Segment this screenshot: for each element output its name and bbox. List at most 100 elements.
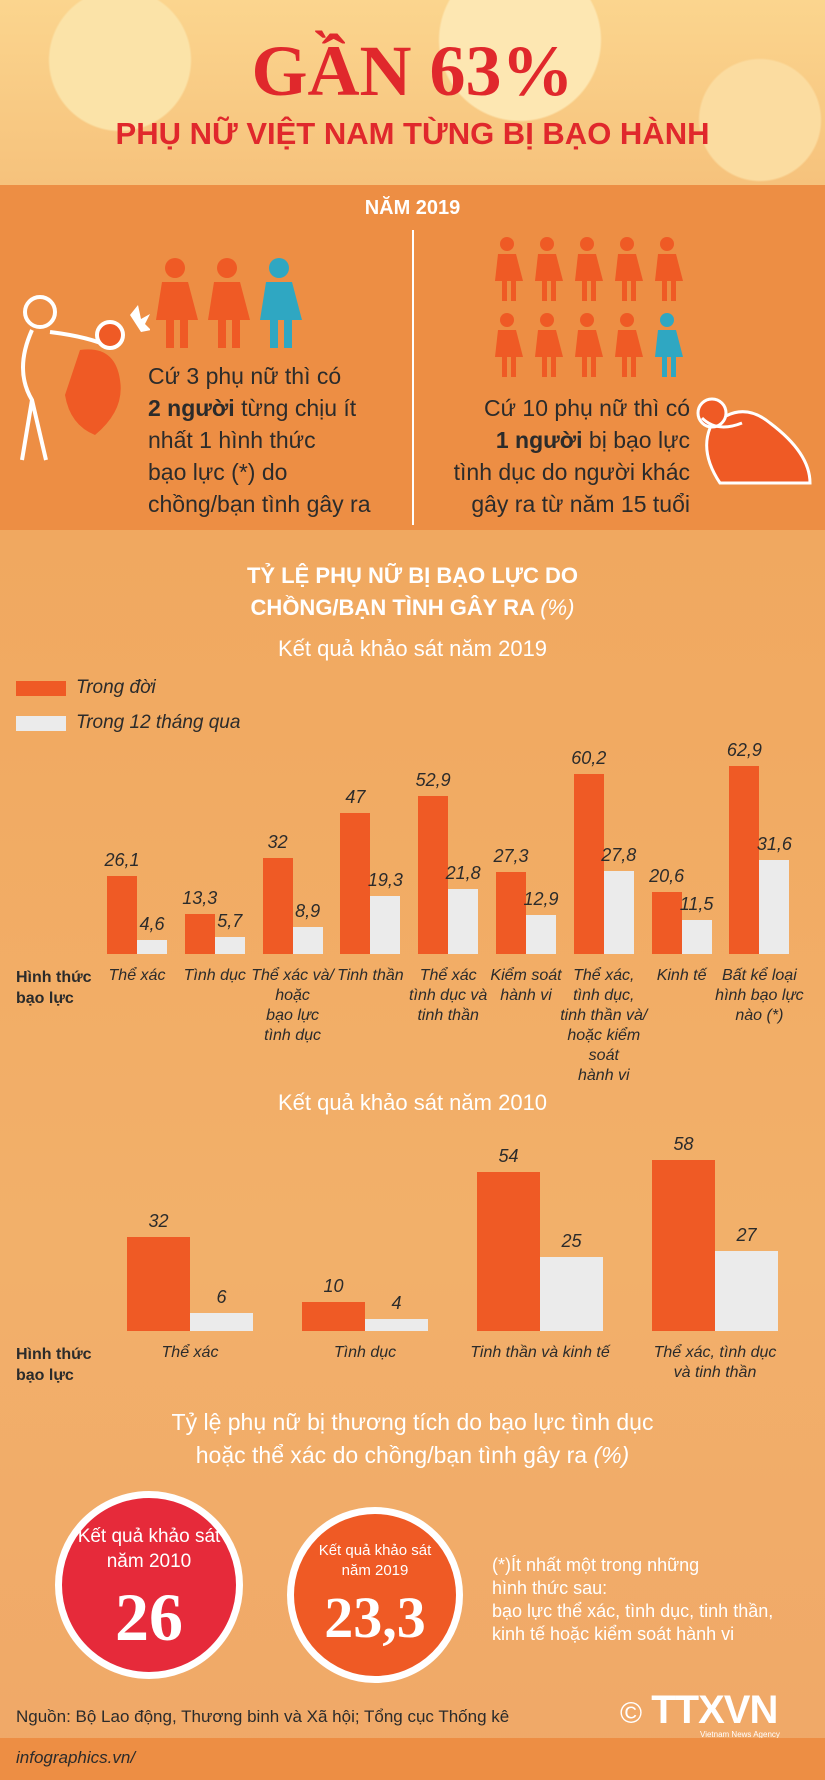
category-line: Thể xác và/ bbox=[251, 967, 334, 984]
bar-value-label: 11,5 bbox=[679, 893, 714, 914]
category-line: và tinh thần bbox=[673, 1364, 757, 1381]
bar-lifetime bbox=[496, 872, 526, 954]
women-figures-icon bbox=[156, 258, 302, 348]
injury-heading: Tỷ lệ phụ nữ bị thương tích do bạo lực t… bbox=[0, 1406, 825, 1472]
legend-label-lifetime: Trong đời bbox=[76, 677, 156, 698]
bar-value-label: 19,3 bbox=[367, 870, 403, 891]
chart-title-2019: Kết quả khảo sát năm 2019 bbox=[277, 636, 548, 661]
bar-value-label: 27,8 bbox=[601, 844, 637, 865]
bar-value-label: 32 bbox=[267, 832, 288, 853]
bar-lifetime bbox=[477, 1171, 540, 1331]
bar-last12 bbox=[370, 896, 401, 954]
category-line: hình bạo lực bbox=[715, 987, 804, 1004]
legend-swatch-lifetime bbox=[16, 681, 66, 696]
bar-lifetime bbox=[262, 858, 293, 954]
circle-label: Kết quả khảo sát bbox=[318, 1542, 432, 1559]
category-line: Kiểm soát bbox=[490, 967, 562, 984]
bar-lifetime bbox=[340, 813, 371, 954]
category-line: Tinh thần bbox=[337, 967, 404, 984]
note-line: kinh tế hoặc kiểm soát hành vi bbox=[492, 1624, 735, 1644]
fact-line: 1 người bị bạo lực bbox=[420, 424, 690, 456]
bar-value-label: 26,1 bbox=[104, 849, 140, 870]
circle-2010: Kết quả khảo sát năm 2010 26 bbox=[55, 1491, 243, 1679]
violence-scene-icon bbox=[20, 295, 150, 461]
bar-value-label: 5,7 bbox=[217, 910, 243, 931]
logo-text: TTXVN bbox=[651, 1688, 778, 1732]
bar-last12 bbox=[540, 1257, 603, 1331]
category-line: tinh thần và/ bbox=[560, 1007, 648, 1024]
category-line: Tinh thần và kinh tế bbox=[470, 1344, 610, 1361]
note-line: hình thức sau: bbox=[492, 1578, 608, 1598]
category-line: Tình dục bbox=[183, 967, 246, 984]
bar-lifetime bbox=[127, 1236, 190, 1331]
bar-last12 bbox=[715, 1251, 778, 1331]
bar-last12 bbox=[190, 1313, 253, 1331]
bar-lifetime bbox=[573, 774, 604, 954]
category-line: Tình dục bbox=[333, 1344, 397, 1361]
bar-lifetime bbox=[729, 765, 760, 954]
axis-label-2010: Hình thức bạo lực bbox=[16, 1344, 92, 1386]
year-label: NĂM 2019 bbox=[364, 197, 461, 219]
category-line: nào (*) bbox=[735, 1007, 784, 1024]
circle-label: Kết quả khảo sát bbox=[77, 1526, 221, 1547]
ten-women-icon bbox=[495, 237, 683, 377]
note-line: bạo lực thể xác, tình dục, tinh thần, bbox=[492, 1601, 774, 1621]
bar-value-label: 6 bbox=[216, 1287, 227, 1308]
bar-lifetime bbox=[651, 892, 682, 954]
bar-value-label: 60,2 bbox=[571, 748, 607, 768]
category-label: Bất kể loại hình bạo lực nào (*) bbox=[709, 966, 809, 1026]
bar-last12 bbox=[526, 915, 556, 954]
bar-last12 bbox=[137, 940, 167, 954]
fact-line: gây ra từ năm 15 tuổi bbox=[471, 491, 690, 517]
ttxvn-logo: © TTXVN bbox=[620, 1688, 778, 1733]
category-label: Thể xác và/hoặc bạo lực tình dục bbox=[243, 966, 343, 1046]
category-label: Tinh thần bbox=[320, 966, 420, 986]
legend-label-last12: Trong 12 tháng qua bbox=[76, 712, 241, 733]
injury-line: hoặc thể xác do chồng/bạn tình gây ra (%… bbox=[0, 1439, 825, 1472]
circle-label: năm 2019 bbox=[341, 1562, 409, 1579]
bar-value-label: 62,9 bbox=[726, 739, 762, 760]
legend-swatch-last12 bbox=[16, 716, 66, 731]
bar-value-label: 58 bbox=[673, 1133, 694, 1154]
main-title: GẦN 63% bbox=[251, 31, 574, 111]
fact-line: tình dục do người khác bbox=[453, 459, 690, 485]
fact-line: bạo lực (*) do bbox=[148, 459, 288, 485]
category-label: Kiểm soát hành vi bbox=[476, 966, 576, 1006]
bar-lifetime bbox=[652, 1159, 715, 1331]
injury-line: Tỷ lệ phụ nữ bị thương tích do bạo lực t… bbox=[171, 1409, 654, 1435]
fact-line: chồng/bạn tình gây ra bbox=[148, 491, 371, 517]
bar-last12 bbox=[292, 927, 323, 954]
category-line: hoặc bbox=[275, 987, 310, 1004]
injury-text: hoặc thể xác do chồng/bạn tình gây ra bbox=[195, 1442, 588, 1468]
bar-last12 bbox=[365, 1319, 428, 1331]
category-line: Thể xác bbox=[108, 967, 166, 984]
axis-label-line: bạo lực bbox=[16, 990, 74, 1007]
category-line: Thể xác, tình dục bbox=[653, 1344, 777, 1361]
category-line: bạo lực bbox=[266, 1007, 320, 1024]
bar-last12 bbox=[759, 859, 790, 954]
category-line: hoặc kiểm soát bbox=[567, 1027, 641, 1064]
category-line: Bất kể loại bbox=[722, 967, 797, 984]
bar-value-label: 21,8 bbox=[445, 862, 481, 883]
footnote: (*)Ít nhất một trong những hình thức sau… bbox=[492, 1554, 822, 1646]
fact-bold: 2 người bbox=[148, 395, 235, 421]
category-label: Thể xác, tình dục, tinh thần và/hoặc kiểm … bbox=[554, 966, 654, 1086]
fact-line: Cứ 3 phụ nữ thì có bbox=[148, 363, 342, 389]
bar-value-label: 12,9 bbox=[523, 889, 559, 910]
category-line: Kinh tế bbox=[656, 967, 707, 984]
bar-value-label: 54 bbox=[498, 1145, 519, 1166]
axis-label-2019: Hình thức bạo lực bbox=[16, 967, 92, 1009]
bar-value-label: 10 bbox=[323, 1275, 344, 1296]
header-banner bbox=[0, 0, 825, 185]
circle-label: năm 2010 bbox=[106, 1551, 192, 1572]
divider-line bbox=[412, 230, 414, 525]
category-line: Thể xác bbox=[419, 967, 477, 984]
footer-link[interactable]: infographics.vn/ bbox=[16, 1748, 136, 1767]
bar-last12 bbox=[603, 870, 634, 954]
subtitle: PHỤ NỮ VIỆT NAM TỪNG BỊ BẠO HÀNH bbox=[115, 116, 710, 151]
bar-last12 bbox=[214, 936, 245, 954]
category-label: Tình dục bbox=[280, 1343, 450, 1363]
bar-value-label: 27,3 bbox=[493, 846, 529, 867]
bar-value-label: 32 bbox=[148, 1210, 169, 1231]
